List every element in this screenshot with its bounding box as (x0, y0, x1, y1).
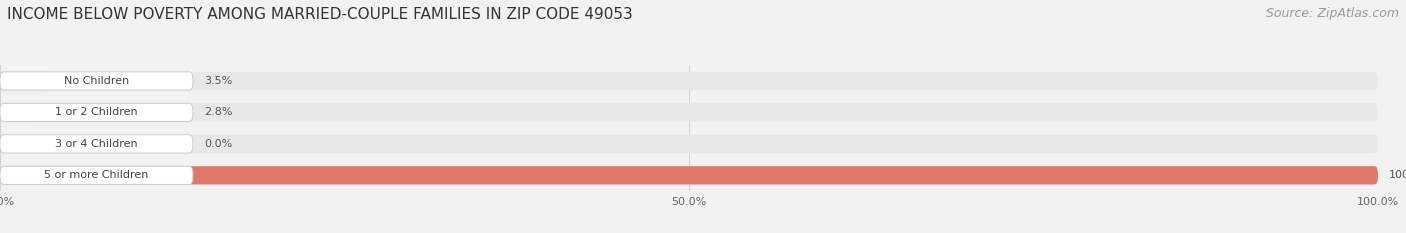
FancyBboxPatch shape (0, 166, 193, 185)
FancyBboxPatch shape (0, 103, 193, 122)
Text: 1 or 2 Children: 1 or 2 Children (55, 107, 138, 117)
FancyBboxPatch shape (0, 103, 1378, 122)
FancyBboxPatch shape (0, 166, 1378, 185)
FancyBboxPatch shape (0, 72, 1378, 90)
Text: No Children: No Children (63, 76, 129, 86)
Text: 2.8%: 2.8% (204, 107, 232, 117)
FancyBboxPatch shape (0, 103, 38, 122)
Text: INCOME BELOW POVERTY AMONG MARRIED-COUPLE FAMILIES IN ZIP CODE 49053: INCOME BELOW POVERTY AMONG MARRIED-COUPL… (7, 7, 633, 22)
FancyBboxPatch shape (0, 72, 193, 90)
Text: 0.0%: 0.0% (204, 139, 232, 149)
FancyBboxPatch shape (0, 72, 48, 90)
FancyBboxPatch shape (0, 135, 193, 153)
FancyBboxPatch shape (0, 135, 1378, 153)
Text: Source: ZipAtlas.com: Source: ZipAtlas.com (1265, 7, 1399, 20)
Text: 100.0%: 100.0% (1389, 170, 1406, 180)
FancyBboxPatch shape (0, 166, 1378, 185)
Text: 5 or more Children: 5 or more Children (44, 170, 149, 180)
Text: 3.5%: 3.5% (204, 76, 232, 86)
Text: 3 or 4 Children: 3 or 4 Children (55, 139, 138, 149)
